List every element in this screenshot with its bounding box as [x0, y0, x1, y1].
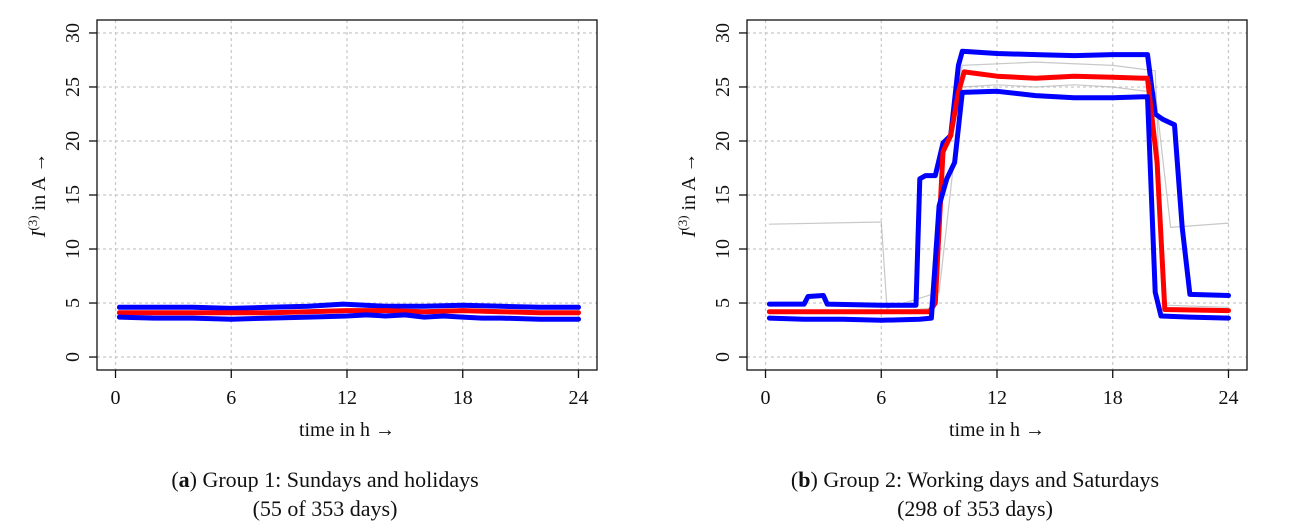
x-tick-label: 6	[226, 387, 236, 409]
caption-b-line1: (b) Group 2: Working days and Saturdays	[790, 467, 1160, 492]
y-tick-label: 30	[62, 23, 84, 43]
y-tick-label: 0	[62, 352, 84, 362]
y-tick-label: 25	[712, 77, 734, 97]
caption-a-line2: (55 of 353 days)	[252, 496, 398, 521]
x-tick-label: 24	[1218, 387, 1238, 409]
series-line-0	[116, 301, 581, 311]
series-line-3	[766, 69, 1231, 315]
series-line-2	[116, 312, 581, 322]
caption-a-letter: a	[178, 467, 190, 492]
y-tick-label: 0	[712, 352, 734, 362]
x-tick-label: 24	[568, 387, 588, 409]
x-tick-label: 0	[761, 387, 771, 409]
caption-b-line2: (298 of 353 days)	[897, 496, 1053, 521]
x-axis-label: time in h →	[299, 419, 395, 441]
y-tick-label: 10	[62, 239, 84, 259]
chart-b-svg: 0 6 12 18 24 0 5 10 15 20 25 30 time in h → I(3) in A…	[675, 19, 1248, 441]
x-tick-label: 6	[876, 387, 886, 409]
y-tick-label: 15	[62, 185, 84, 205]
caption-a-line1: (a) Group 1: Sundays and holidays	[171, 467, 479, 492]
chart-panel-b: 0 6 12 18 24 0 5 10 15 20 25 30 time in h → I(3) in A…	[650, 0, 1299, 531]
y-axis-label: I(3) in A →	[25, 153, 50, 239]
y-tick-label: 5	[62, 298, 84, 308]
series-line-1	[116, 308, 581, 316]
y-tick-label: 30	[712, 23, 734, 43]
x-tick-label: 18	[1103, 387, 1123, 409]
series-line-2	[766, 48, 1231, 308]
x-axis-label: time in h →	[949, 419, 1045, 441]
x-tick-label: 12	[337, 387, 357, 409]
x-tick-label: 18	[453, 387, 473, 409]
y-tick-label: 15	[712, 185, 734, 205]
caption-b-letter: b	[798, 467, 811, 492]
y-tick-label: 25	[62, 77, 84, 97]
chart-a-svg: 0 6 12 18 24 0 5 10 15 20 25 30 time in h → I(3) in A…	[25, 19, 598, 441]
caption-a-title: ) Group 1: Sundays and holidays	[189, 467, 479, 492]
y-tick-label: 5	[712, 298, 734, 308]
x-tick-label: 12	[987, 387, 1007, 409]
y-tick-label: 20	[712, 131, 734, 151]
chart-panel-a: 0 6 12 18 24 0 5 10 15 20 25 30 time in h → I(3) in A…	[25, 19, 598, 521]
series-line-4	[766, 88, 1231, 323]
x-tick-label: 0	[111, 387, 121, 409]
caption-b-title: ) Group 2: Working days and Saturdays	[810, 467, 1160, 492]
y-axis-label: I(3) in A →	[675, 153, 700, 239]
y-tick-label: 10	[712, 239, 734, 259]
y-tick-label: 20	[62, 131, 84, 151]
